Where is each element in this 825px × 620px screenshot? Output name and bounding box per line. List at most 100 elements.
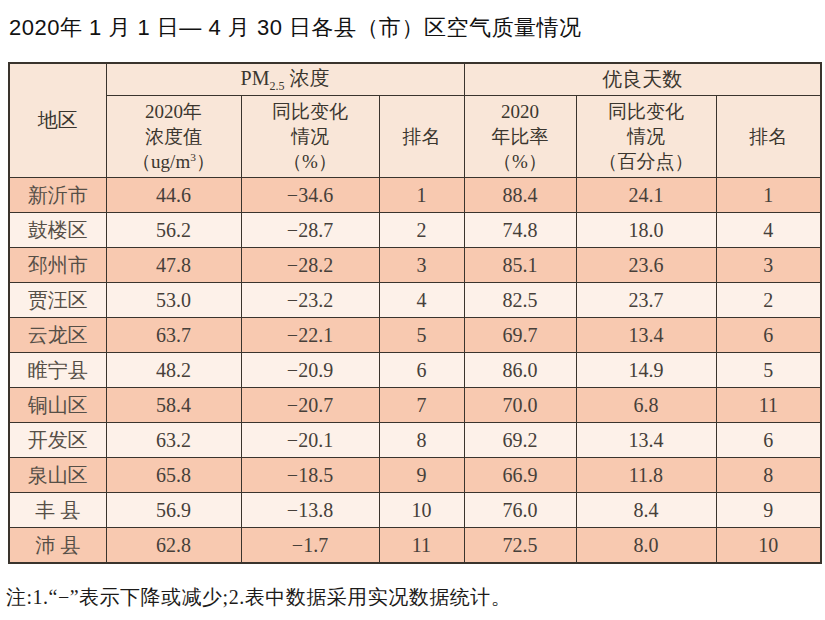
cell-good-change: 18.0 [576, 213, 716, 248]
table-row: 云龙区63.7−22.1569.713.46 [9, 318, 821, 353]
cell-region: 鼓楼区 [9, 213, 106, 248]
cell-pm-change: −28.7 [241, 213, 379, 248]
pm25-label-subscript: 2.5 [269, 79, 284, 93]
header-pm-change: 同比变化 情况 （%） [241, 96, 379, 178]
air-quality-table: 地区 PM2.5 浓度 优良天数 2020年 浓度值 （ug/m3） 同比变化 … [8, 62, 822, 564]
cell-good-change: 13.4 [576, 318, 716, 353]
cell-pm-change: −34.6 [241, 178, 379, 213]
cell-pm-rank: 5 [379, 318, 464, 353]
cell-region: 铜山区 [9, 388, 106, 423]
cell-good-ratio: 88.4 [464, 178, 576, 213]
pm25-label-prefix: PM [241, 67, 270, 89]
cell-pm-rank: 4 [379, 283, 464, 318]
cell-good-rank: 6 [716, 318, 821, 353]
cell-pm-change: −1.7 [241, 528, 379, 564]
cell-pm-value: 56.2 [106, 213, 241, 248]
header-sub-row: 2020年 浓度值 （ug/m3） 同比变化 情况 （%） 排名 2020 年比… [9, 96, 821, 178]
cell-pm-value: 56.9 [106, 493, 241, 528]
cell-good-change: 24.1 [576, 178, 716, 213]
cell-good-rank: 9 [716, 493, 821, 528]
cell-pm-rank: 3 [379, 248, 464, 283]
table-row: 邳州市47.8−28.2385.123.63 [9, 248, 821, 283]
header-pm-rank: 排名 [379, 96, 464, 178]
cell-pm-change: −18.5 [241, 458, 379, 493]
cell-region: 沛 县 [9, 528, 106, 564]
cell-good-ratio: 82.5 [464, 283, 576, 318]
pm25-label-suffix: 浓度 [284, 67, 329, 89]
table-row: 泉山区65.8−18.5966.911.88 [9, 458, 821, 493]
cell-pm-value: 58.4 [106, 388, 241, 423]
cell-pm-change: −20.9 [241, 353, 379, 388]
header-region-label: 地区 [38, 109, 78, 131]
header-group-row: 地区 PM2.5 浓度 优良天数 [9, 63, 821, 96]
header-good-ratio: 2020 年比率 （%） [464, 96, 576, 178]
table-row: 新沂市44.6−34.6188.424.11 [9, 178, 821, 213]
cell-pm-change: −13.8 [241, 493, 379, 528]
header-good-change-unit: （百分点） [577, 149, 716, 174]
footnote: 注:1.“−”表示下降或减少;2.表中数据采用实况数据统计。 [6, 584, 825, 611]
table-row: 开发区63.2−20.1869.213.46 [9, 423, 821, 458]
cell-good-rank: 6 [716, 423, 821, 458]
cell-region: 泉山区 [9, 458, 106, 493]
table-row: 沛 县62.8−1.71172.58.010 [9, 528, 821, 564]
cell-good-ratio: 85.1 [464, 248, 576, 283]
cell-good-ratio: 72.5 [464, 528, 576, 564]
page-title: 2020年 1 月 1 日— 4 月 30 日各县（市）区空气质量情况 [0, 0, 825, 43]
header-good-rank: 排名 [716, 96, 821, 178]
header-pm-value: 2020年 浓度值 （ug/m3） [106, 96, 241, 178]
cell-good-change: 23.7 [576, 283, 716, 318]
header-pm-value-unit: （ug/m3） [107, 149, 241, 174]
cell-region: 贾汪区 [9, 283, 106, 318]
table-row: 铜山区58.4−20.7770.06.811 [9, 388, 821, 423]
header-region: 地区 [9, 63, 106, 178]
table-row: 鼓楼区56.2−28.7274.818.04 [9, 213, 821, 248]
header-group-pm25: PM2.5 浓度 [106, 63, 464, 96]
table-row: 睢宁县48.2−20.9686.014.95 [9, 353, 821, 388]
cell-pm-rank: 2 [379, 213, 464, 248]
cell-good-ratio: 69.2 [464, 423, 576, 458]
cell-pm-value: 53.0 [106, 283, 241, 318]
cell-good-change: 11.8 [576, 458, 716, 493]
cell-pm-rank: 9 [379, 458, 464, 493]
cell-good-rank: 8 [716, 458, 821, 493]
cell-good-ratio: 70.0 [464, 388, 576, 423]
header-good-rank-label: 排名 [749, 126, 787, 147]
page: 2020年 1 月 1 日— 4 月 30 日各县（市）区空气质量情况 地区 P… [0, 0, 825, 620]
cell-good-ratio: 69.7 [464, 318, 576, 353]
cell-region: 睢宁县 [9, 353, 106, 388]
cell-pm-rank: 11 [379, 528, 464, 564]
header-pm-value-line2: 浓度值 [107, 124, 241, 149]
cell-good-change: 8.0 [576, 528, 716, 564]
cell-good-rank: 2 [716, 283, 821, 318]
cell-good-change: 6.8 [576, 388, 716, 423]
cell-good-ratio: 74.8 [464, 213, 576, 248]
cell-pm-rank: 6 [379, 353, 464, 388]
cell-pm-value: 44.6 [106, 178, 241, 213]
cell-pm-change: −22.1 [241, 318, 379, 353]
cell-good-ratio: 86.0 [464, 353, 576, 388]
unit-prefix: （ug/m [132, 151, 190, 172]
header-good-change-line1: 同比变化 [577, 99, 716, 124]
cell-region: 丰 县 [9, 493, 106, 528]
cell-pm-value: 63.7 [106, 318, 241, 353]
header-pm-value-line1: 2020年 [107, 99, 241, 124]
cell-good-rank: 4 [716, 213, 821, 248]
cell-good-change: 23.6 [576, 248, 716, 283]
table-row: 丰 县56.9−13.81076.08.49 [9, 493, 821, 528]
cell-good-rank: 1 [716, 178, 821, 213]
cell-pm-rank: 8 [379, 423, 464, 458]
cell-good-change: 13.4 [576, 423, 716, 458]
header-good-ratio-line1: 2020 [465, 99, 576, 124]
cell-pm-value: 48.2 [106, 353, 241, 388]
cell-good-rank: 10 [716, 528, 821, 564]
header-pm-rank-label: 排名 [403, 126, 441, 147]
cell-good-rank: 11 [716, 388, 821, 423]
header-good-ratio-line2: 年比率 [465, 124, 576, 149]
cell-pm-change: −28.2 [241, 248, 379, 283]
header-good-change: 同比变化 情况 （百分点） [576, 96, 716, 178]
cell-pm-rank: 10 [379, 493, 464, 528]
cell-pm-value: 63.2 [106, 423, 241, 458]
cell-good-change: 14.9 [576, 353, 716, 388]
cell-pm-value: 65.8 [106, 458, 241, 493]
cell-pm-change: −20.7 [241, 388, 379, 423]
